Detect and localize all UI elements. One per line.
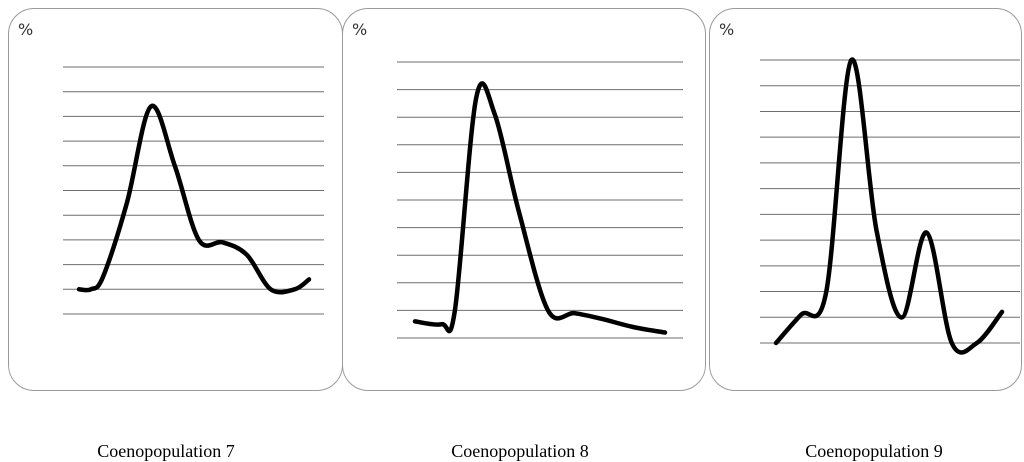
chart-panel-coenopopulation-7: % [8, 8, 343, 391]
chart-caption: Coenopopulation 8 [451, 441, 589, 461]
chart-caption: Coenopopulation 9 [805, 441, 943, 461]
chart-caption: Coenopopulation 7 [97, 441, 235, 461]
y-unit-label: % [719, 20, 735, 39]
line-chart-coenopopulation-7 [63, 66, 324, 315]
chart-panel-coenopopulation-9: % [709, 8, 1022, 391]
line-chart-coenopopulation-9 [760, 57, 1020, 355]
series-line [773, 57, 1005, 355]
series-line [76, 103, 312, 295]
series-line [412, 81, 668, 335]
y-unit-label: % [352, 20, 368, 39]
y-unit-label: % [18, 20, 34, 39]
line-chart-coenopopulation-8 [397, 61, 683, 339]
chart-panel-coenopopulation-8: % [342, 8, 706, 391]
